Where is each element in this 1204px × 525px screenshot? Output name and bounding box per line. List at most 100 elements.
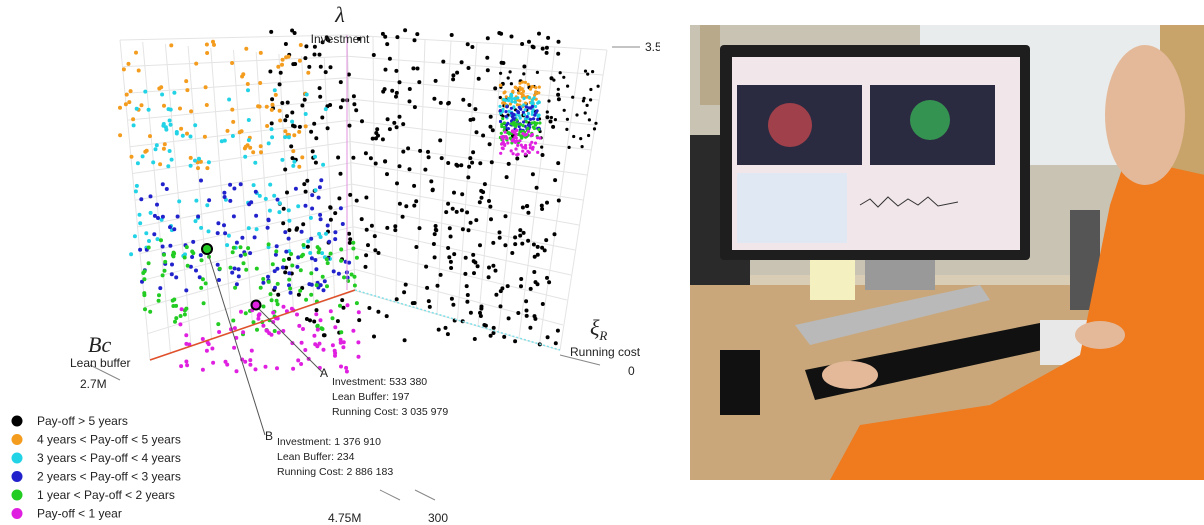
point xyxy=(140,103,144,107)
point xyxy=(205,203,209,207)
point xyxy=(497,31,501,35)
point xyxy=(317,196,321,200)
point xyxy=(353,275,357,279)
axis-symbol: ξR xyxy=(590,315,607,343)
point xyxy=(401,215,405,219)
inset-point xyxy=(534,90,537,93)
point xyxy=(518,234,522,238)
point xyxy=(202,301,206,305)
point xyxy=(487,199,491,203)
point xyxy=(147,261,151,265)
inset-point xyxy=(498,105,501,108)
point xyxy=(239,310,243,314)
point xyxy=(270,127,274,131)
point xyxy=(194,219,198,223)
point xyxy=(369,156,373,160)
point xyxy=(556,52,560,56)
point xyxy=(176,215,180,219)
point xyxy=(310,256,314,260)
point xyxy=(306,71,310,75)
point xyxy=(118,133,122,137)
point xyxy=(248,146,252,150)
point xyxy=(138,248,142,252)
point xyxy=(374,131,378,135)
point xyxy=(513,242,517,246)
point xyxy=(333,354,337,358)
inset-point xyxy=(526,150,529,153)
point xyxy=(339,172,343,176)
point xyxy=(155,203,159,207)
point xyxy=(235,282,239,286)
point xyxy=(300,254,304,258)
point xyxy=(412,204,416,208)
point xyxy=(554,341,558,345)
point xyxy=(408,99,412,103)
point xyxy=(175,130,179,134)
inset-point xyxy=(517,92,520,95)
point xyxy=(170,158,174,162)
point xyxy=(246,82,250,86)
point xyxy=(318,86,322,90)
point xyxy=(291,124,295,128)
point xyxy=(185,132,189,136)
point xyxy=(360,217,364,221)
point xyxy=(406,146,410,150)
point xyxy=(317,247,321,251)
point xyxy=(205,103,209,107)
axis-symbol: λ xyxy=(334,2,345,27)
point xyxy=(227,234,231,238)
point xyxy=(486,68,490,72)
point xyxy=(162,147,166,151)
point xyxy=(204,85,208,89)
point xyxy=(489,217,493,221)
point xyxy=(510,35,514,39)
inset-point xyxy=(507,99,510,102)
point xyxy=(549,120,553,124)
point xyxy=(244,268,248,272)
point xyxy=(491,128,495,132)
text: Investment: 1 376 910 xyxy=(277,436,381,448)
point xyxy=(184,342,188,346)
point xyxy=(181,134,185,138)
point xyxy=(294,187,298,191)
inset-point xyxy=(522,103,525,106)
point xyxy=(319,178,323,182)
point xyxy=(545,51,549,55)
point xyxy=(465,300,469,304)
inset-point xyxy=(536,71,539,74)
point xyxy=(196,166,200,170)
point xyxy=(394,69,398,73)
point xyxy=(273,329,277,333)
inset-point xyxy=(584,70,587,73)
point xyxy=(321,275,325,279)
grid-line xyxy=(353,227,571,275)
point xyxy=(310,193,314,197)
point xyxy=(239,182,243,186)
point xyxy=(346,276,350,280)
point xyxy=(216,322,220,326)
point xyxy=(433,232,437,236)
point xyxy=(283,230,287,234)
point xyxy=(341,345,345,349)
circle xyxy=(768,103,812,147)
point xyxy=(450,33,454,37)
point xyxy=(230,108,234,112)
point xyxy=(178,107,182,111)
point xyxy=(274,93,278,97)
point xyxy=(155,143,159,147)
point xyxy=(143,269,147,273)
rect xyxy=(720,350,760,415)
point xyxy=(547,280,551,284)
point xyxy=(451,73,455,77)
point xyxy=(283,118,287,122)
point xyxy=(285,114,289,118)
point xyxy=(327,240,331,244)
point xyxy=(163,269,167,273)
inset-point xyxy=(534,105,537,108)
point xyxy=(269,30,273,34)
point xyxy=(310,207,314,211)
point xyxy=(322,288,326,292)
point xyxy=(518,228,522,232)
point xyxy=(352,94,356,98)
point xyxy=(317,232,321,236)
